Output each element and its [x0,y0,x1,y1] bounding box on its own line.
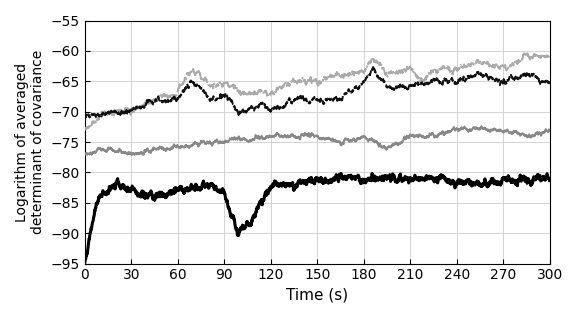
X-axis label: Time (s): Time (s) [286,288,349,303]
Y-axis label: Logarithm of averaged
determinant of covariance: Logarithm of averaged determinant of cov… [15,50,45,234]
